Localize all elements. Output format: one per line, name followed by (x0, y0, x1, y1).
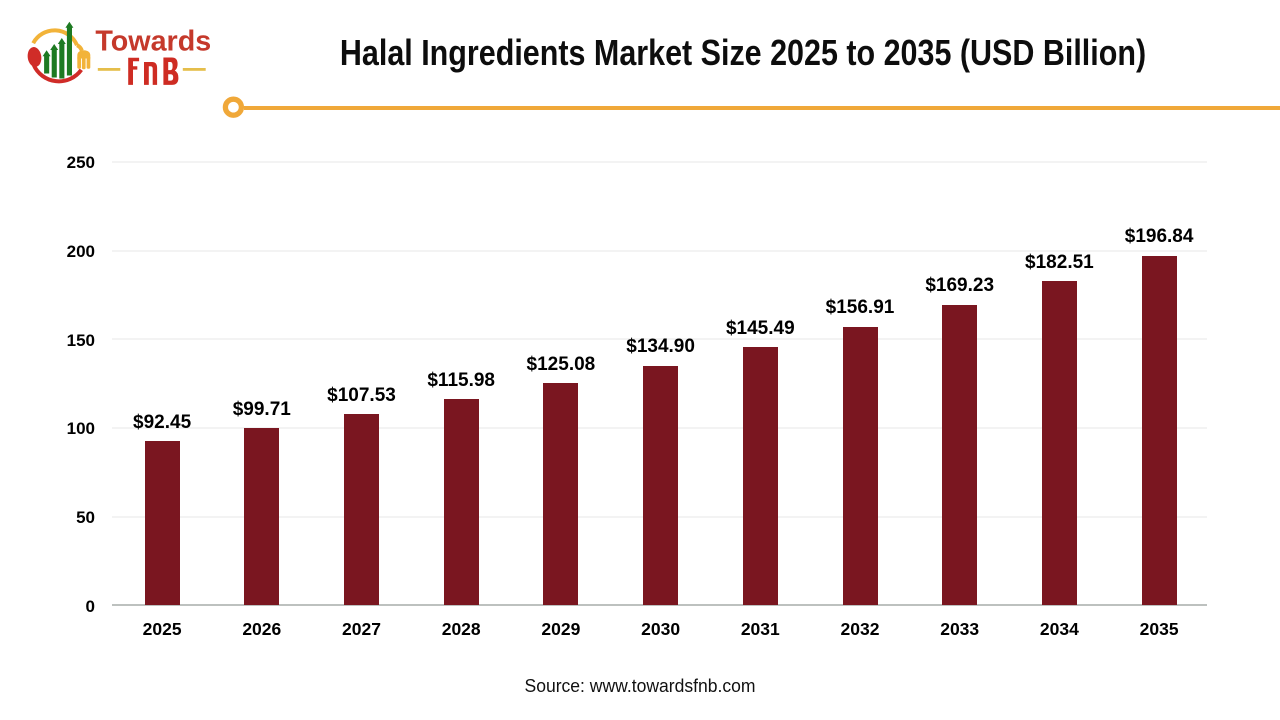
svg-text:Towards: Towards (95, 25, 211, 57)
